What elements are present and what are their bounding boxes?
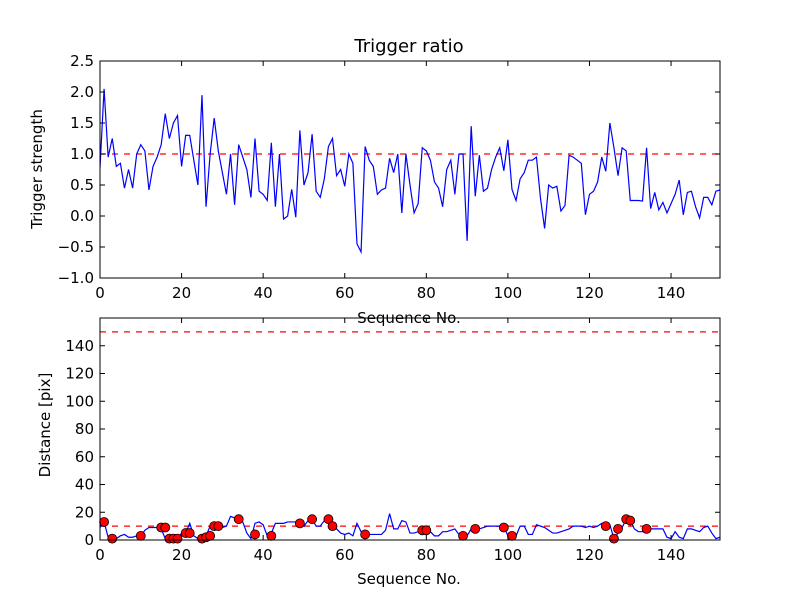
y-tick-label: −0.5 [58, 238, 94, 256]
data-point [135, 530, 146, 541]
x-tick-label: 60 [335, 546, 354, 564]
data-point [294, 518, 305, 529]
data-point [327, 521, 338, 532]
data-point [184, 528, 195, 538]
y-tick-label: 2.5 [70, 52, 94, 70]
x-tick-label: 100 [494, 546, 523, 564]
data-point [421, 525, 432, 536]
y-tick-label: 120 [65, 365, 94, 383]
data-point [507, 530, 517, 541]
y-axis-label: Trigger strength [28, 109, 46, 230]
x-tick-label: 120 [575, 284, 604, 302]
data-point [609, 533, 619, 544]
x-tick-label: 120 [575, 546, 604, 564]
data-point [613, 524, 623, 534]
y-tick-label: 40 [75, 476, 94, 494]
x-tick-label: 60 [335, 284, 354, 302]
x-tick-label: 20 [172, 284, 191, 302]
y-tick-label: 0.5 [70, 176, 94, 194]
data-point [233, 514, 244, 525]
data-point [360, 529, 371, 540]
data-point [107, 533, 118, 544]
data-point [458, 530, 468, 541]
x-tick-label: 80 [417, 284, 436, 302]
trigger-ratio-chart: Trigger ratio Trigger strength 0 20 40 60 80… [28, 36, 721, 327]
x-tick-label: 0 [95, 546, 105, 564]
plot-area: 0 20 40 60 80 100 120 140 0 20 40 60 80 100 120 140 [65, 317, 721, 564]
x-tick-label: 100 [494, 284, 523, 302]
data-point [99, 517, 109, 527]
y-tick-label: 100 [65, 392, 94, 410]
data-point [498, 522, 509, 533]
x-axis-label: Sequence No. [357, 570, 461, 588]
x-tick-label: 40 [254, 546, 273, 564]
data-point [625, 515, 636, 526]
y-tick-label: 1.5 [70, 114, 94, 132]
series-line-trigger-strength [100, 88, 720, 255]
distance-chart: Distance [pix] 0 20 40 60 80 100 120 140 0 20 40 60… [36, 317, 721, 588]
data-point [160, 522, 171, 533]
y-tick-label: −1.0 [58, 269, 94, 287]
data-point [641, 524, 652, 534]
chart-title: Trigger ratio [353, 36, 463, 57]
x-tick-label: 40 [254, 284, 273, 302]
y-tick-label: 0 [84, 531, 94, 549]
data-point [250, 529, 260, 540]
data-point [172, 533, 183, 544]
x-tick-label: 80 [417, 546, 436, 564]
y-tick-label: 2.0 [70, 83, 94, 101]
y-tick-label: 1.0 [70, 145, 94, 163]
y-tick-label: 60 [75, 448, 94, 466]
y-tick-label: 20 [75, 503, 94, 521]
data-point [213, 521, 224, 532]
data-point [600, 521, 611, 532]
x-tick-label: 140 [657, 284, 686, 302]
y-tick-label: 0.0 [70, 207, 94, 225]
y-tick-label: 140 [65, 337, 94, 355]
x-tick-label: 140 [657, 546, 686, 564]
y-axis-label: Distance [pix] [36, 373, 54, 478]
axes-frame [99, 60, 721, 279]
x-tick-label: 0 [95, 284, 105, 302]
y-tick-label: 80 [75, 420, 94, 438]
data-point [307, 514, 318, 525]
data-point [266, 530, 277, 541]
data-point [205, 530, 216, 541]
data-point [470, 524, 481, 534]
x-tick-label: 20 [172, 546, 191, 564]
plot-area: 0 20 40 60 80 100 120 140 −1.0 −0.5 0.0 0.5 1.0 1.5 2.… [58, 52, 721, 302]
